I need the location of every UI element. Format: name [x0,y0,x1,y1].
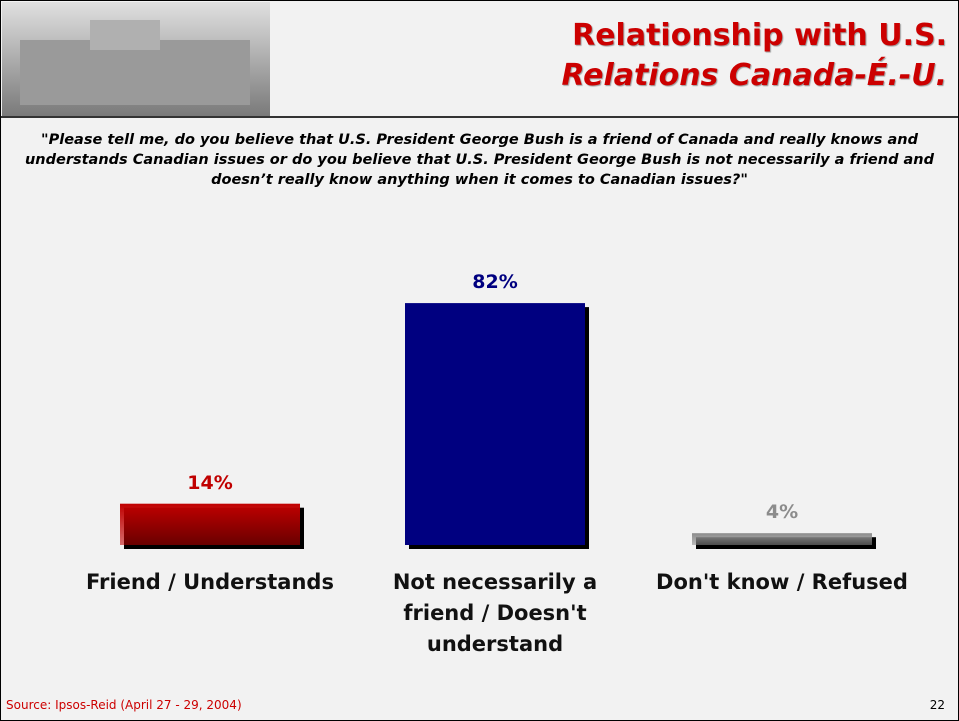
bar [405,303,585,545]
category-label: Don't know / Refused [656,570,908,594]
value-label: 14% [187,471,233,494]
title: Relationship with U.S. [572,18,947,53]
category-label: Friend / Understands [86,570,334,594]
question: "Please tell me, do you believe that U.S… [24,132,935,188]
title-block: Relationship with U.S. Relations Canada-… [561,16,947,96]
source: Source: Ipsos-Reid (April 27 - 29, 2004) [6,698,242,712]
bar [692,533,872,545]
category-label: Not necessarily a friend / Doesn't under… [392,570,598,656]
value-label: 82% [472,271,518,294]
bar [120,503,300,545]
page-number: 22 [929,698,945,712]
subtitle: Relations Canada-É.-U. [561,58,947,93]
value-label: 4% [765,501,799,524]
header-photo [2,2,270,116]
